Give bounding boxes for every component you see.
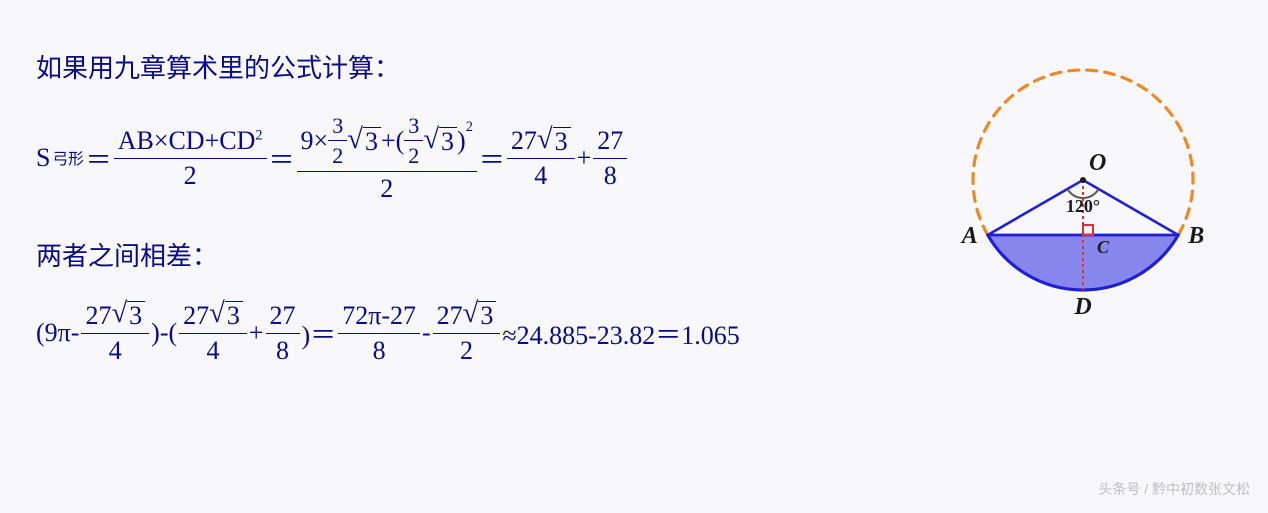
intro-text-span: 如果用九章算术里的公式计算： (36, 48, 400, 85)
diff-label-text: 两者之间相差： (36, 236, 218, 273)
frac-r1: 27 √3 4 (507, 126, 575, 191)
f2-d: 72π-27 8 (338, 301, 420, 366)
three-over-two-a-den: 2 (328, 143, 347, 168)
sqrt3-b: 3 (439, 127, 457, 155)
r1-27: 27 (511, 126, 537, 156)
abcd-den: 2 (180, 161, 201, 191)
r2-den: 8 (600, 161, 621, 191)
f2-b: 27 √3 4 (179, 301, 247, 366)
svg-text:O: O (1089, 150, 1106, 176)
f2b-27: 27 (183, 301, 209, 331)
r1-sqrt3: 3 (553, 127, 571, 155)
square-sup: 2 (466, 119, 473, 135)
f2-mid2: )＝ (302, 315, 337, 352)
svg-text:D: D (1073, 294, 1091, 320)
diagram-svg: O 120° A B C D (928, 40, 1238, 330)
plus-open: +( (381, 126, 404, 156)
svg-text:120°: 120° (1066, 196, 1100, 216)
formula-2: (9π- 27 √3 4 )-( 27 √3 4 + 27 8 )＝ 72π-2… (36, 301, 740, 366)
frac-abcd: AB×CD+CD2 2 (114, 126, 267, 191)
f2-plus: + (249, 318, 264, 348)
f2b-sqrt: 3 (225, 301, 243, 329)
abcd-num: AB×CD+CD (118, 126, 256, 155)
f2b-den: 4 (202, 336, 223, 366)
f2-mid1: )-( (151, 318, 177, 348)
f2-minus: - (422, 318, 431, 348)
f2-tail: ≈24.885-23.82＝1.065 (502, 315, 739, 352)
three-over-two-b-num: 3 (404, 113, 423, 138)
f2a-sqrt: 3 (127, 301, 145, 329)
r2-num: 27 (593, 126, 627, 156)
f2c-den: 8 (272, 336, 293, 366)
frac-r2: 27 8 (593, 126, 627, 191)
f2-c: 27 8 (266, 301, 300, 366)
eq1: ＝ (86, 140, 112, 177)
plus-1: + (577, 143, 592, 173)
sqrt3-a: 3 (363, 127, 381, 155)
f2a-27: 27 (85, 301, 111, 331)
three-over-two-a-num: 3 (328, 113, 347, 138)
svg-text:C: C (1097, 237, 1110, 257)
main-den: 2 (376, 174, 397, 204)
f2-e: 27 √3 2 (433, 301, 501, 366)
s-label: S (36, 143, 50, 173)
f2d-num: 72π-27 (338, 301, 420, 331)
three-over-two-b-den: 2 (404, 143, 423, 168)
eq3: ＝ (479, 140, 505, 177)
f2-open: (9π- (36, 318, 79, 348)
f2d-den: 8 (369, 336, 390, 366)
close-paren: ) (457, 126, 466, 156)
circle-diagram: O 120° A B C D (928, 40, 1238, 330)
f2a-den: 4 (105, 336, 126, 366)
svg-text:B: B (1187, 223, 1204, 249)
frac-main: 9× 3 2 √3 +( 3 2 √3 ) 2 2 (297, 113, 477, 204)
watermark-text: 头条号 / 黔中初数张文松 (1098, 479, 1250, 499)
f2e-27: 27 (437, 301, 463, 331)
eq2: ＝ (269, 140, 295, 177)
s-subscript: 弓形 (52, 147, 83, 169)
formula-1: S 弓形 ＝ AB×CD+CD2 2 ＝ 9× 3 2 √3 +( 3 (36, 113, 627, 204)
abcd-sup: 2 (255, 127, 262, 143)
f2c-num: 27 (266, 301, 300, 331)
main-lead: 9× (301, 126, 329, 156)
svg-text:A: A (960, 223, 978, 249)
r1-den: 4 (530, 161, 551, 191)
f2e-den: 2 (456, 336, 477, 366)
f2e-sqrt: 3 (478, 301, 496, 329)
f2-a: 27 √3 4 (81, 301, 149, 366)
